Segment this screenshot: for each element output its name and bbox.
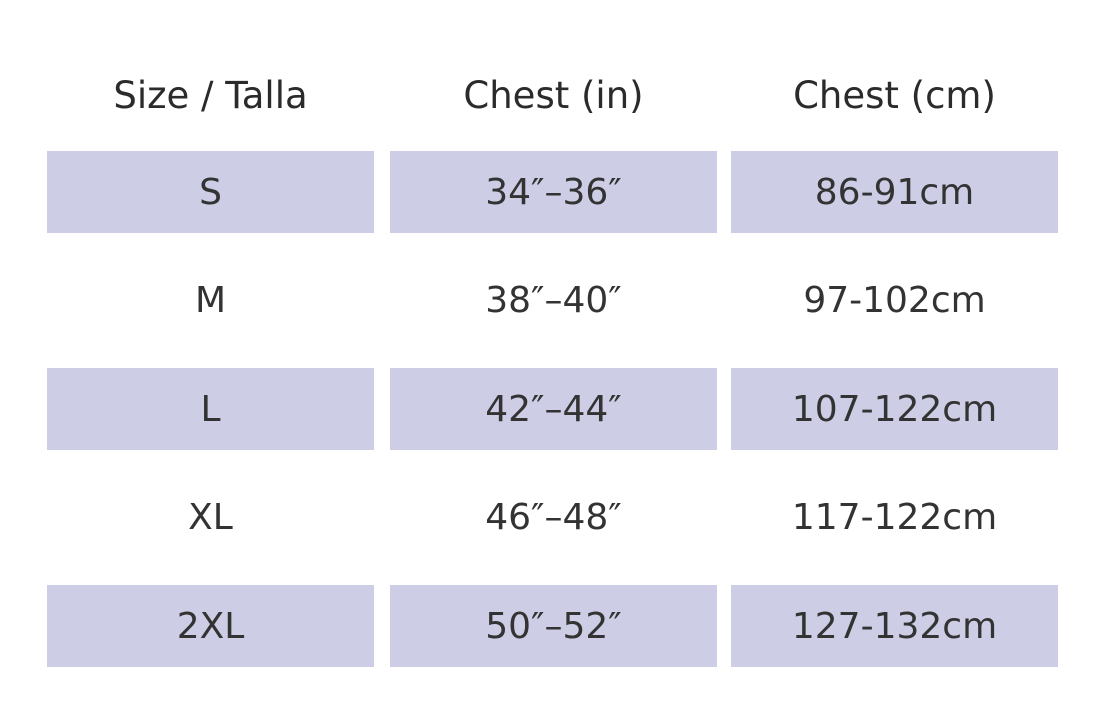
table-cell: 46″–48″ [485, 497, 622, 538]
table-cell: 127-132cm [731, 585, 1058, 667]
table-cell: 42″–44″ [390, 368, 717, 450]
table-cell: L [47, 368, 374, 450]
table-cell: XL [188, 497, 233, 538]
table-cell: 97-102cm [803, 280, 986, 321]
table-cell: 2XL [47, 585, 374, 667]
column-header: Chest (in) [463, 73, 644, 117]
table-cell: 86-91cm [731, 151, 1058, 233]
table-cell: 117-122cm [791, 497, 998, 538]
table-cell: 50″–52″ [390, 585, 717, 667]
column-header: Size / Talla [113, 73, 308, 117]
table-cell: S [47, 151, 374, 233]
table-cell: 38″–40″ [485, 280, 622, 321]
table-cell: 34″–36″ [390, 151, 717, 233]
table-cell: M [194, 280, 227, 321]
column-header: Chest (cm) [793, 73, 996, 117]
table-cell: 107-122cm [731, 368, 1058, 450]
